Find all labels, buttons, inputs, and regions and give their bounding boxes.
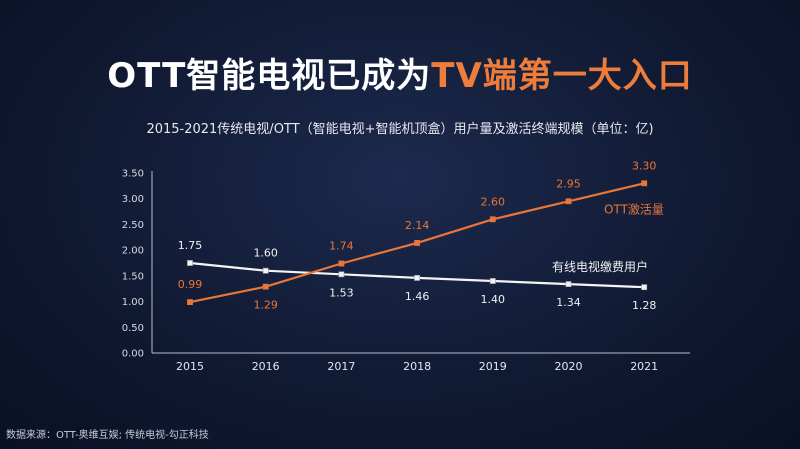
ott-data-label: 2.95 (556, 177, 581, 190)
ott-point (414, 240, 420, 246)
chart-series (187, 180, 648, 305)
traditional-tv-point (187, 260, 193, 266)
traditional-tv-data-label: 1.60 (253, 247, 278, 260)
traditional-tv-point (641, 284, 648, 291)
title-main: OTT智能电视已成为 (107, 56, 432, 96)
traditional-tv-point (414, 275, 420, 281)
traditional-tv-series-label: 有线电视缴费用户 (552, 259, 648, 274)
ott-data-label: 3.30 (632, 159, 657, 172)
ott-data-label: 2.60 (481, 195, 506, 208)
traditional-tv-data-label: 1.28 (632, 299, 657, 312)
ott-data-label: 0.99 (178, 278, 203, 291)
ott-point (641, 180, 648, 187)
traditional-tv-data-label: 1.34 (556, 296, 581, 309)
ott-point (262, 283, 269, 290)
traditional-tv-data-label: 1.46 (405, 290, 430, 303)
y-tick-label: 1.50 (122, 271, 144, 282)
y-tick-label: 3.00 (122, 194, 144, 205)
source-note: 数据来源：OTT-奥维互娱; 传统电视-勾正科技 (6, 430, 209, 441)
ott-data-label: 2.14 (405, 219, 430, 232)
traditional-tv-data-label: 1.40 (481, 293, 506, 306)
y-tick-label: 0.00 (122, 349, 144, 360)
x-tick-label: 2021 (630, 360, 658, 373)
x-tick-label: 2015 (176, 360, 204, 373)
ott-point (565, 198, 572, 205)
y-tick-label: 0.50 (122, 323, 144, 334)
y-tick-label: 2.50 (122, 220, 144, 231)
ott-data-label: 1.74 (329, 240, 354, 253)
traditional-tv-data-label: 1.53 (329, 286, 354, 299)
chart-subtitle: 2015-2021传统电视/OTT（智能电视+智能机顶盒）用户量及激活终端规模（… (146, 122, 654, 137)
chart-labels: 0.99 1.29 1.74 2.14 2.60 2.95 3.30 1.75 1.60 1.53… (178, 159, 664, 312)
traditional-tv-point (262, 267, 269, 274)
title-highlight: TV端第一大入口 (431, 56, 693, 96)
x-tick-label: 2018 (403, 360, 431, 373)
ott-data-label: 1.29 (253, 299, 278, 312)
ott-series-label: OTT激活量 (604, 202, 664, 216)
traditional-tv-point (565, 281, 572, 287)
ott-point (187, 299, 193, 305)
y-tick-label: 2.00 (122, 246, 144, 257)
traditional-tv-point (489, 278, 496, 284)
x-tick-label: 2020 (555, 360, 583, 373)
chart-axes: 0.00 0.50 1.00 1.50 2.00 2.50 3.00 3.50 2015 2016… (122, 169, 690, 373)
x-tick-label: 2016 (252, 360, 280, 373)
traditional-tv-data-label: 1.75 (178, 239, 203, 252)
traditional-tv-point (338, 271, 345, 278)
page-title: OTT智能电视已成为TV端第一大入口 (0, 48, 800, 97)
y-tick-label: 3.50 (122, 169, 144, 180)
y-tick-label: 1.00 (122, 297, 144, 308)
ott-point (489, 216, 496, 223)
x-tick-label: 2019 (479, 360, 507, 373)
x-tick-label: 2017 (327, 360, 355, 373)
ott-point (338, 260, 345, 267)
